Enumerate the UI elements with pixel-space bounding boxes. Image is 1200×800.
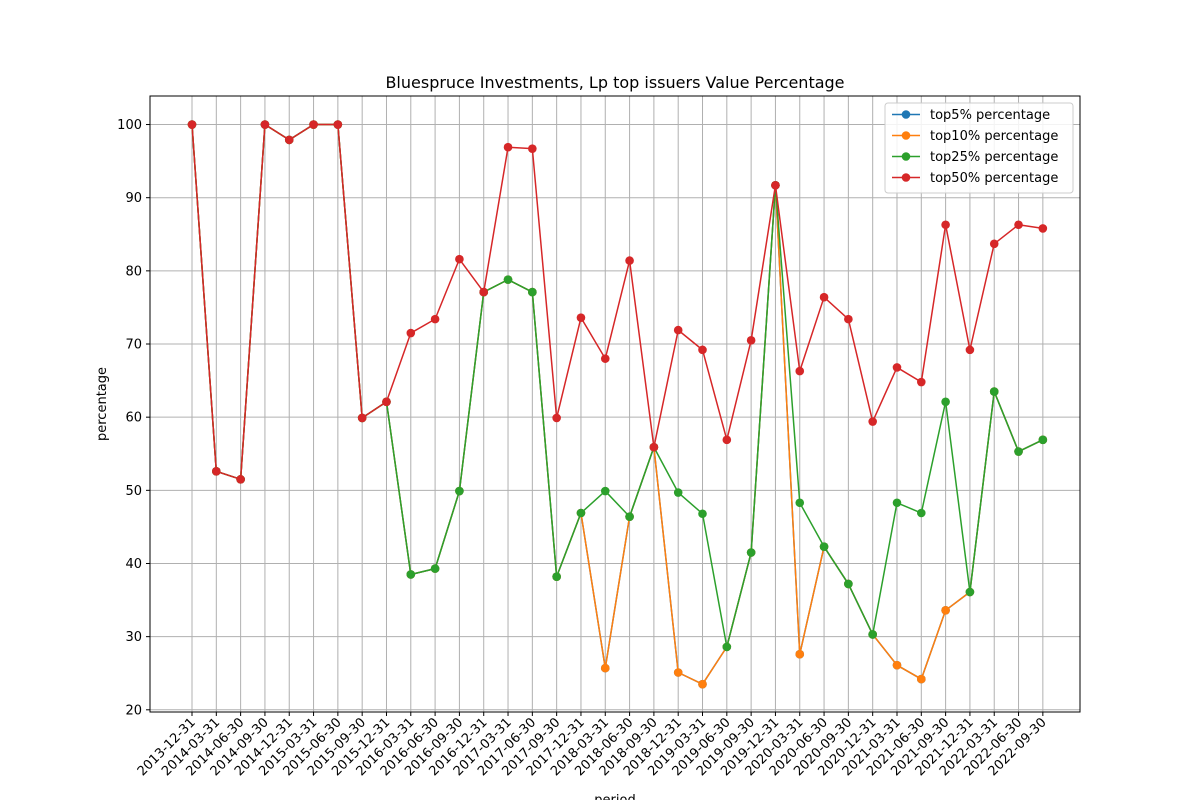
legend: top5% percentage top10% percentage top25% … <box>884 102 1074 194</box>
data-point <box>771 180 780 190</box>
data-point <box>455 486 464 496</box>
y-tick-label: 60 <box>125 411 142 426</box>
data-point <box>844 314 853 324</box>
data-point <box>746 336 756 345</box>
y-tick-label: 30 <box>125 630 142 645</box>
series <box>187 120 1048 689</box>
data-point <box>795 498 805 508</box>
data-point <box>284 135 294 145</box>
y-tick-label: 40 <box>125 557 142 572</box>
data-point <box>503 275 513 284</box>
data-point <box>503 142 513 152</box>
data-point <box>941 397 950 407</box>
data-point <box>649 442 659 452</box>
legend-marker <box>901 110 911 119</box>
data-point <box>989 239 999 249</box>
data-point <box>479 287 489 297</box>
legend-label: top50% percentage <box>930 171 1058 186</box>
data-point <box>844 579 853 589</box>
x-axis-label: period <box>594 793 635 800</box>
y-tick-label: 80 <box>125 264 142 279</box>
data-point <box>868 630 877 639</box>
y-axis: 20 30 40 50 60 70 80 90 100 <box>117 118 150 718</box>
data-point <box>989 387 999 396</box>
data-point <box>673 668 683 677</box>
data-point <box>1038 435 1048 445</box>
data-point <box>212 467 221 476</box>
data-point <box>941 220 950 230</box>
y-tick-label: 20 <box>125 703 142 718</box>
y-tick-label: 90 <box>125 191 142 206</box>
data-point <box>528 287 537 297</box>
legend-marker <box>901 173 911 182</box>
data-point <box>819 542 829 551</box>
data-point <box>917 508 926 518</box>
legend-item: top5% percentage <box>892 108 1050 123</box>
data-point <box>406 328 416 338</box>
data-point <box>333 120 343 129</box>
data-point <box>722 642 732 652</box>
data-point <box>600 486 610 496</box>
data-point <box>819 292 829 302</box>
data-point <box>892 660 902 670</box>
data-point <box>892 498 902 508</box>
legend-box <box>884 102 1074 194</box>
data-point <box>941 606 950 615</box>
data-point <box>917 377 926 387</box>
data-point <box>187 120 197 129</box>
legend-label: top25% percentage <box>930 150 1058 165</box>
data-point <box>1014 220 1023 230</box>
data-point <box>673 325 683 335</box>
data-point <box>430 564 440 573</box>
legend-marker <box>901 152 911 161</box>
data-point <box>892 363 902 372</box>
data-point <box>746 548 756 557</box>
data-point <box>528 144 537 153</box>
data-point <box>576 508 586 518</box>
data-point <box>673 488 683 497</box>
data-point <box>430 314 440 324</box>
y-tick-label: 100 <box>117 118 142 133</box>
data-point <box>1038 224 1048 233</box>
data-point <box>357 413 367 423</box>
data-point <box>260 120 270 129</box>
data-point <box>552 572 561 581</box>
data-point <box>722 435 732 445</box>
data-point <box>552 413 561 423</box>
data-point <box>455 254 464 264</box>
data-point <box>917 674 926 684</box>
legend-item: top10% percentage <box>892 129 1058 144</box>
data-point <box>600 663 610 673</box>
data-point <box>406 570 416 579</box>
y-tick-label: 70 <box>125 338 142 353</box>
data-point <box>625 512 634 521</box>
data-point <box>382 397 391 407</box>
data-point <box>965 587 975 597</box>
data-point <box>625 256 634 265</box>
legend-label: top5% percentage <box>930 108 1050 123</box>
y-axis-label: percentage <box>95 367 110 441</box>
legend-item: top50% percentage <box>892 171 1058 186</box>
data-point <box>1014 447 1023 456</box>
data-point <box>795 366 805 376</box>
data-point <box>698 345 707 355</box>
data-point <box>236 475 245 484</box>
chart-title: Bluespruce Investments, Lp top issuers V… <box>385 73 844 92</box>
grid <box>150 96 1080 712</box>
data-point <box>795 649 805 659</box>
data-point <box>576 313 586 322</box>
data-point <box>600 354 610 363</box>
y-tick-label: 50 <box>125 484 142 499</box>
plot-frame <box>149 95 1081 713</box>
data-point <box>698 509 707 519</box>
data-point <box>965 345 975 355</box>
data-point <box>309 120 318 129</box>
data-point <box>868 417 877 426</box>
series-4 <box>187 120 1048 484</box>
legend-label: top10% percentage <box>930 129 1058 144</box>
data-point <box>698 679 707 689</box>
legend-marker <box>901 131 911 140</box>
legend-item: top25% percentage <box>892 150 1058 165</box>
